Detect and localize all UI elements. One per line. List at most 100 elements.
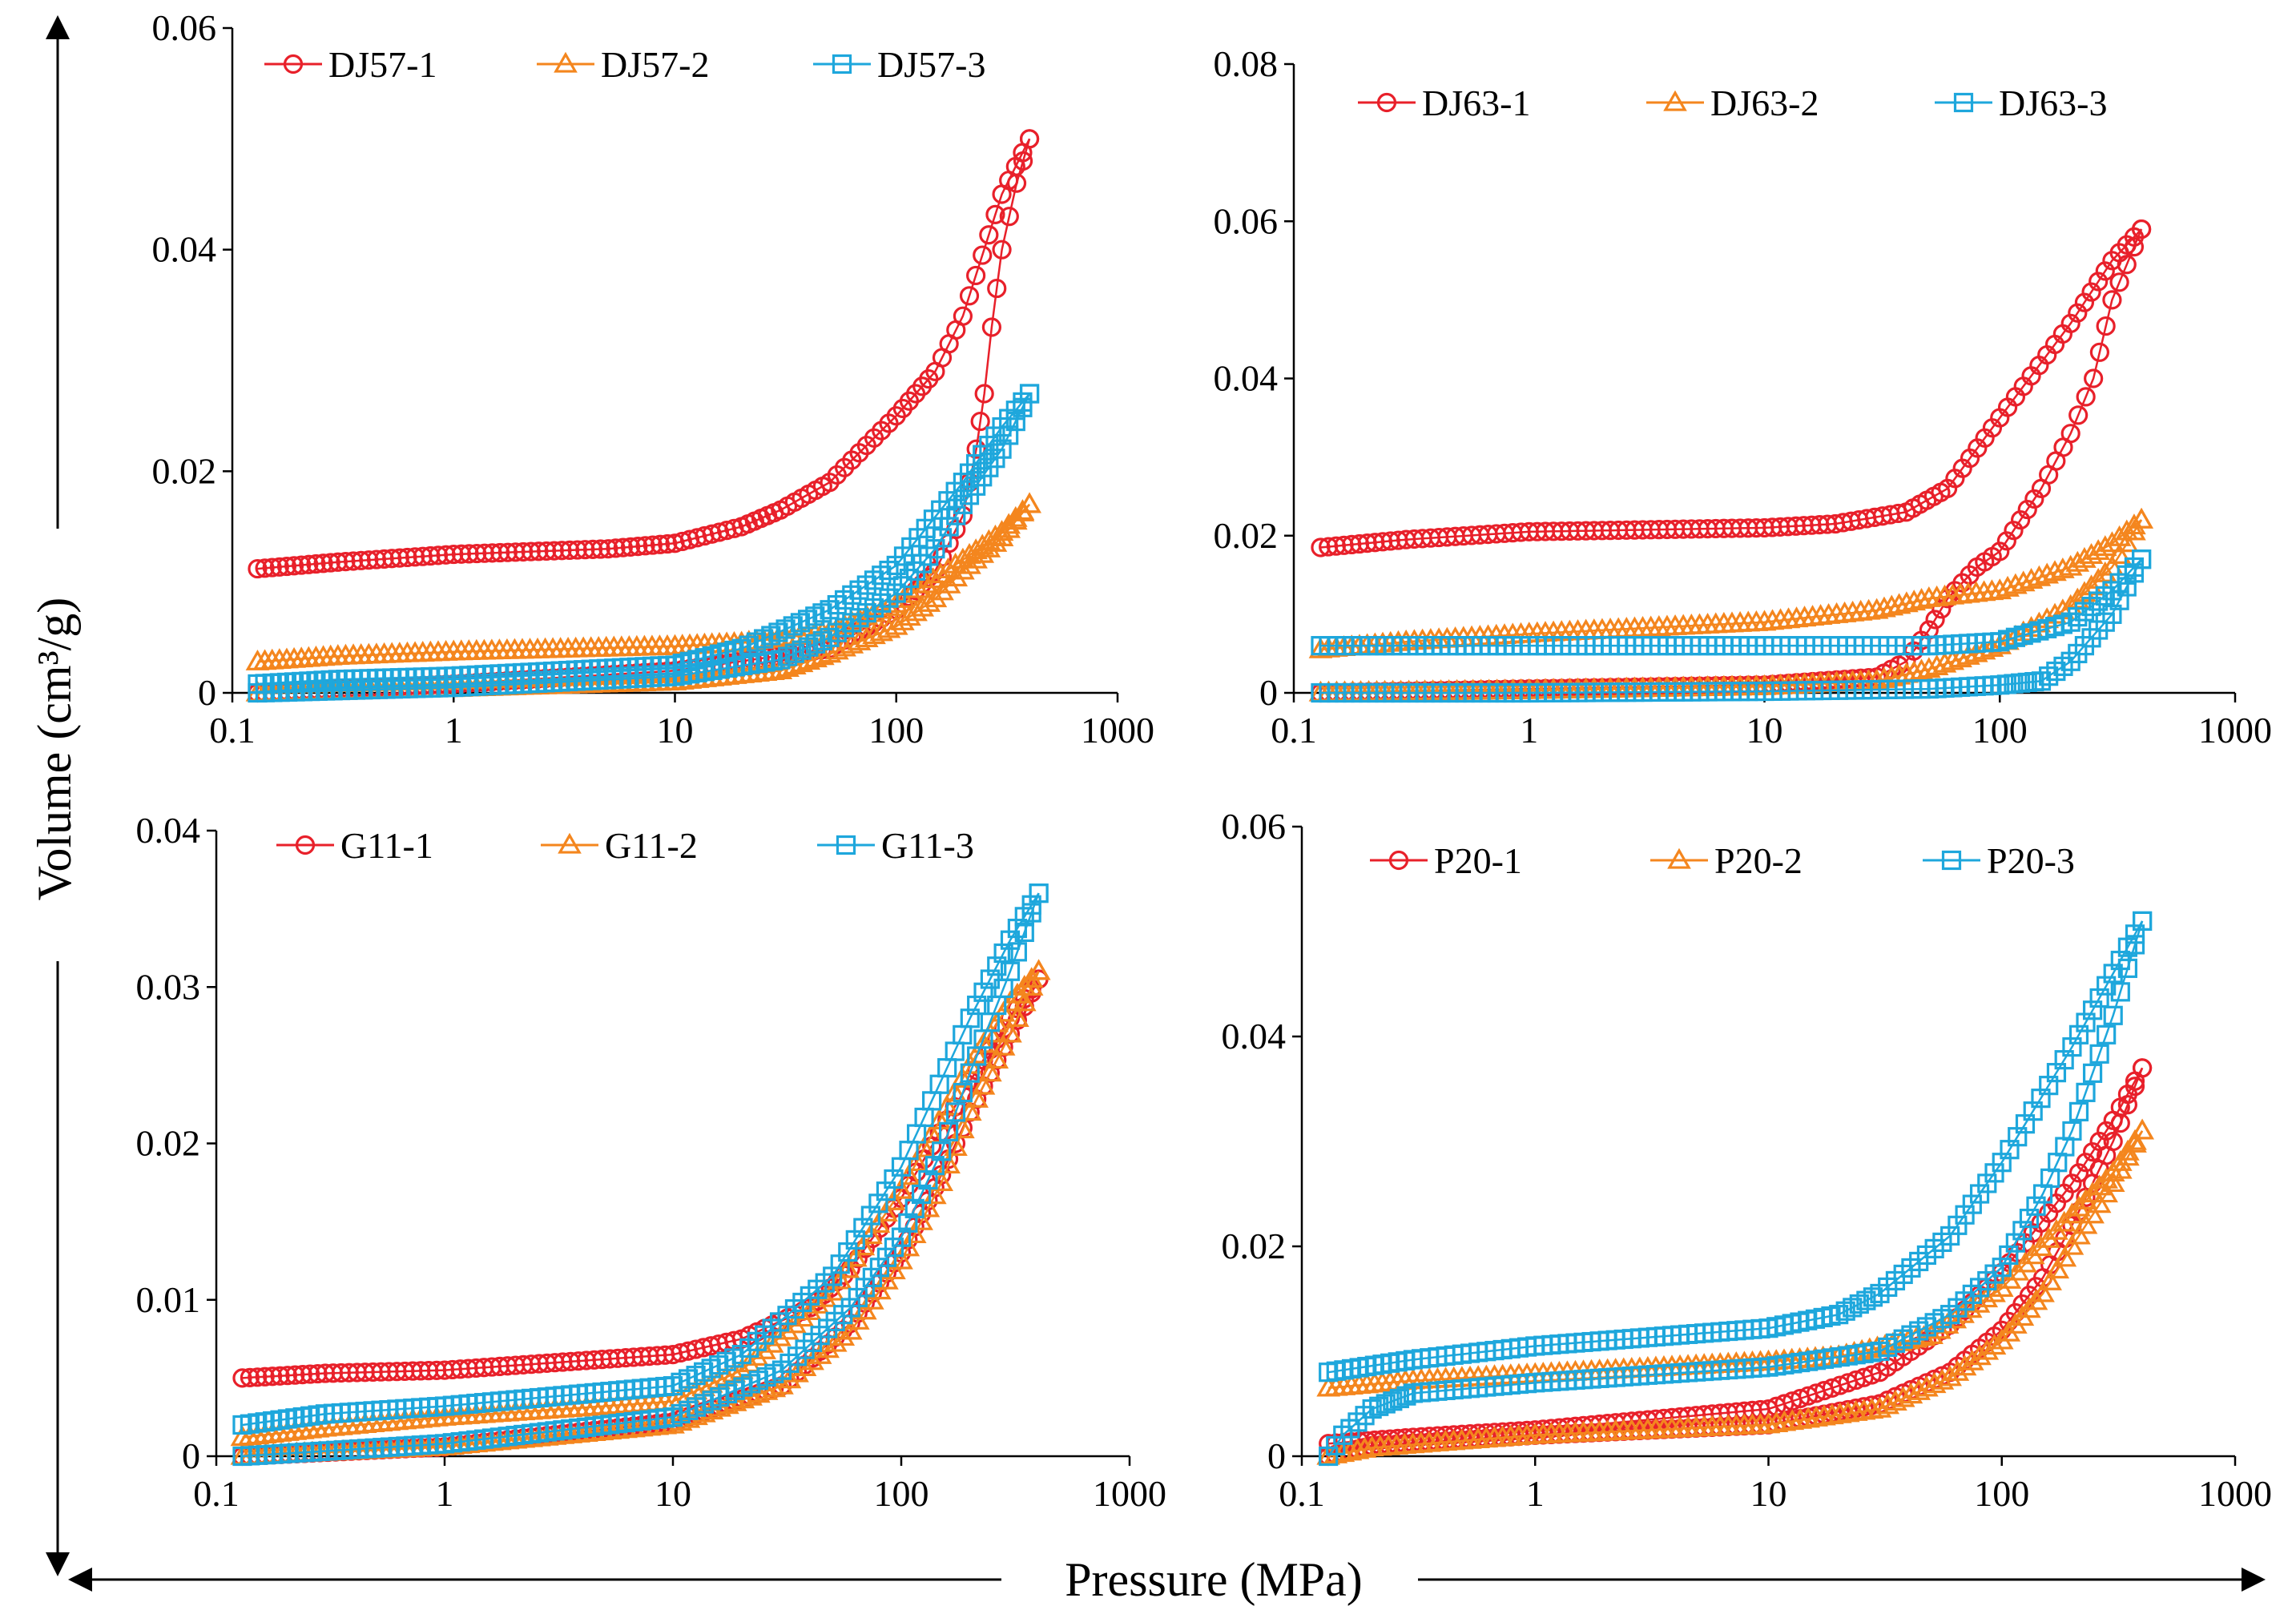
data-point <box>1982 1334 2007 1355</box>
data-point <box>1940 649 1965 670</box>
legend-marker <box>558 832 582 854</box>
data-point <box>1311 636 1331 656</box>
series-P20-3 <box>1319 911 2153 1467</box>
data-point <box>991 1034 1016 1056</box>
data-point <box>255 558 275 578</box>
data-point <box>650 534 671 554</box>
data-point <box>328 552 348 572</box>
x-tick-label: 1 <box>1526 1473 1545 1514</box>
data-point <box>836 1257 860 1278</box>
legend-marker <box>1663 90 1687 111</box>
data-point <box>2114 531 2139 553</box>
data-point <box>506 542 526 562</box>
data-point <box>2076 387 2096 407</box>
data-point <box>1396 1386 1416 1406</box>
data-point <box>521 541 541 561</box>
data-point <box>993 943 1013 964</box>
data-point <box>308 1363 328 1384</box>
data-point <box>606 538 626 558</box>
data-point <box>957 553 981 574</box>
data-point <box>1345 1438 1370 1459</box>
y-tick-label: 0.02 <box>1222 1226 1287 1266</box>
data-point <box>1026 959 1051 980</box>
data-point <box>925 539 945 559</box>
data-point <box>1012 974 1037 996</box>
data-point <box>2060 1202 2085 1224</box>
data-point <box>832 635 856 657</box>
data-point <box>2082 1063 2103 1083</box>
data-point <box>971 1073 996 1095</box>
data-point <box>1975 1338 2000 1360</box>
data-point <box>904 1150 928 1172</box>
data-point <box>992 439 1012 459</box>
data-point <box>1883 1390 1907 1411</box>
panel-dj57: 0 0.02 0.04 0.06 0.1 1 10 100 1000 DJ57-1 DJ57-2 DJ… <box>152 7 1155 751</box>
data-point <box>1891 1386 1915 1407</box>
data-point <box>1932 651 1957 673</box>
x-tick-label: 1 <box>1520 710 1538 751</box>
x-tick-label: 1000 <box>2198 710 2272 751</box>
data-point <box>628 536 648 557</box>
data-point <box>559 540 580 560</box>
legend-label: DJ57-1 <box>328 44 437 85</box>
x-tick-label: 100 <box>1972 710 2028 751</box>
data-point <box>1000 961 1021 981</box>
x-tick-label: 10 <box>1750 1473 1787 1514</box>
data-point <box>459 544 479 564</box>
legend-label: DJ57-2 <box>601 44 709 85</box>
data-point <box>1872 666 1896 688</box>
series-DJ63-3 <box>1311 549 2152 703</box>
data-point <box>1870 1283 1890 1304</box>
data-point <box>2038 1269 2062 1290</box>
data-point <box>930 579 954 601</box>
data-point <box>1835 1301 1855 1321</box>
data-point <box>1945 1359 1970 1381</box>
data-point <box>2101 1171 2125 1193</box>
data-point <box>1938 1365 1962 1387</box>
data-point <box>642 535 663 555</box>
legend-entry: DJ63-1 <box>1358 83 1530 123</box>
data-point <box>979 225 999 245</box>
legend-marker <box>1667 847 1691 869</box>
data-point <box>351 550 371 570</box>
data-point <box>366 549 387 570</box>
data-point <box>529 541 549 561</box>
y-tick-label: 0.08 <box>1214 43 1279 84</box>
data-point <box>299 554 319 574</box>
data-point <box>923 586 948 608</box>
y-axis-title: Volume (cm³/g) <box>28 598 81 901</box>
data-point <box>1992 1258 2012 1278</box>
data-point <box>799 637 819 657</box>
data-point <box>1956 643 1980 665</box>
data-point <box>1948 646 1972 668</box>
data-point <box>2005 1233 2025 1253</box>
data-point <box>1922 1372 1947 1394</box>
legend-marker <box>1376 92 1397 113</box>
data-point <box>911 1184 932 1205</box>
data-point <box>1879 665 1904 686</box>
y-tick-label: 0.02 <box>136 1123 201 1164</box>
data-point <box>2081 596 2101 617</box>
data-point <box>2123 1129 2147 1150</box>
y-tick-label: 0.04 <box>152 229 217 270</box>
y-tick-label: 0 <box>182 1435 200 1476</box>
data-point <box>2013 1251 2037 1273</box>
y-tick-label: 0.01 <box>136 1279 201 1320</box>
data-point <box>2068 405 2089 425</box>
x-tick-label: 100 <box>868 710 924 751</box>
data-point <box>992 184 1012 204</box>
data-point <box>2044 1218 2068 1240</box>
data-point <box>2093 561 2117 582</box>
data-point <box>845 1308 870 1330</box>
data-point <box>2089 342 2109 362</box>
data-point <box>918 1169 938 1190</box>
x-tick-label: 100 <box>1974 1473 2029 1514</box>
data-point <box>255 1366 275 1387</box>
data-point <box>582 539 603 559</box>
legend-entry: P20-3 <box>1923 840 2075 881</box>
data-point <box>1000 930 1021 950</box>
series-G11-3 <box>232 883 1049 1467</box>
x-tick-label: 10 <box>655 1473 691 1514</box>
data-point <box>262 557 282 578</box>
y-tick-label: 0.04 <box>1222 1016 1287 1057</box>
